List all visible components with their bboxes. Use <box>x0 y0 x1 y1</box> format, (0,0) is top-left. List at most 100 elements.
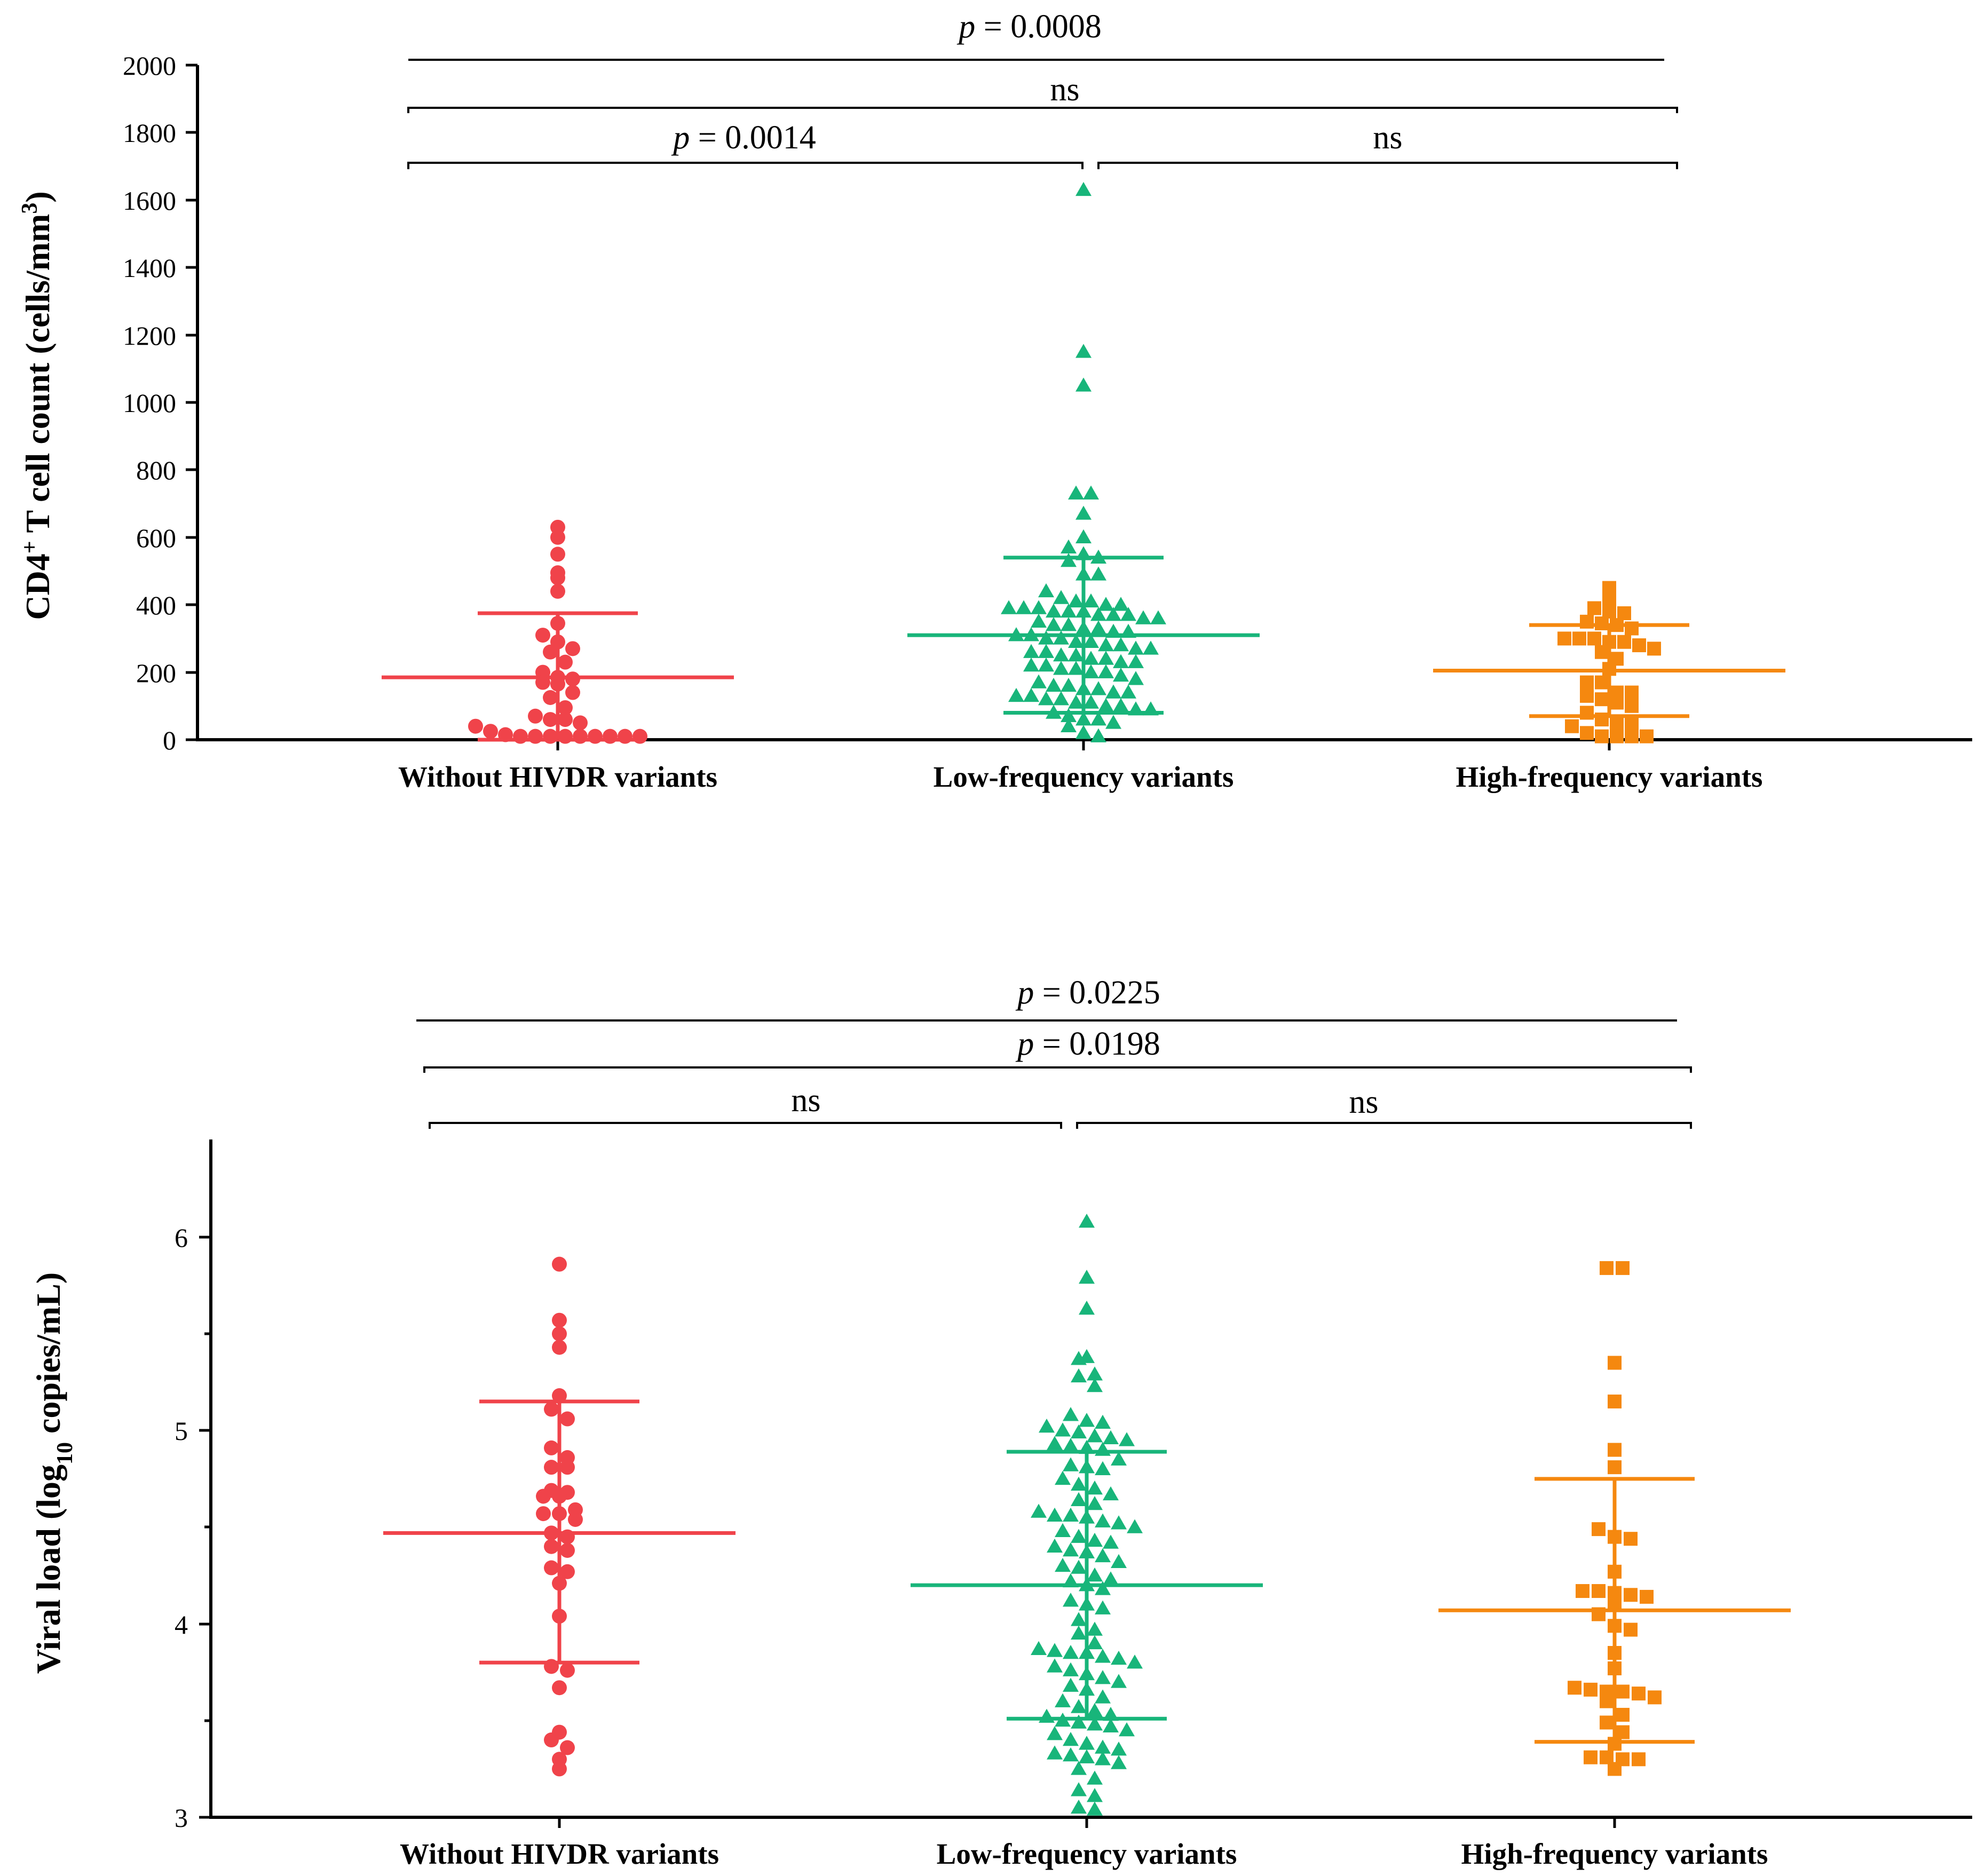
viral-load-without-hivdr-point <box>544 1440 559 1455</box>
cd4-low-frequency-point <box>1105 684 1121 699</box>
cd4-high-frequency-point <box>1580 688 1594 703</box>
viral-load-low-frequency-series <box>911 1213 1263 1816</box>
viral-load-high-frequency-point <box>1608 1394 1622 1408</box>
cd4-low-frequency-point <box>1023 687 1039 702</box>
viral-load-high-frequency-point <box>1640 1589 1654 1604</box>
cd4-bracket-label: ns <box>1050 72 1079 108</box>
viral-load-low-frequency-point <box>1071 1612 1087 1626</box>
viral-load-low-frequency-point <box>1063 1732 1079 1746</box>
cd4-bracket-label: ns <box>1373 120 1402 156</box>
cd4-low-frequency-point <box>1143 640 1159 655</box>
viral-load-high-frequency-point <box>1592 1522 1606 1537</box>
cd4-y-tick: 400 <box>136 590 197 620</box>
cd4-high-frequency-point <box>1610 695 1624 710</box>
viral-load-bracket-label: ns <box>1349 1084 1378 1120</box>
viral-load-low-frequency-point <box>1127 1519 1143 1533</box>
viral-load-low-frequency-point <box>1087 1801 1103 1816</box>
viral-load-low-frequency-point <box>1079 1301 1095 1315</box>
viral-load-x-ticks: Without HIVDR variants Low-frequency var… <box>400 1817 1768 1870</box>
cd4-y-axis-title: CD4+ T cell count (cells/mm3) <box>18 191 57 620</box>
cd4-high-frequency-point <box>1580 726 1594 740</box>
viral-load-low-frequency-point <box>1047 1726 1063 1740</box>
viral-load-without-hivdr-point <box>536 1489 551 1504</box>
cd4-x-ticks: Without HIVDR variants Low-frequency var… <box>398 740 1762 793</box>
viral-load-low-frequency-point <box>1055 1557 1071 1572</box>
cd4-high-frequency-point <box>1602 581 1616 595</box>
cd4-low-frequency-point <box>1120 607 1136 621</box>
cd4-without-hivdr-point <box>528 708 543 724</box>
cd4-without-hivdr-point <box>550 529 565 545</box>
cd4-without-hivdr-point <box>565 685 580 700</box>
viral-load-low-frequency-point <box>1063 1677 1079 1692</box>
viral-load-high-frequency-point <box>1624 1622 1638 1637</box>
cd4-low-frequency-point <box>1076 725 1092 739</box>
cd4-low-frequency-point <box>1046 617 1062 631</box>
cd4-low-frequency-point <box>1083 634 1099 648</box>
cd4-low-frequency-point <box>1038 630 1054 645</box>
cd4-high-frequency-point <box>1617 635 1631 649</box>
cd4-low-frequency-point <box>1128 640 1144 655</box>
cd4-low-frequency-point <box>1053 590 1069 604</box>
cd4-low-frequency-point <box>1061 677 1077 692</box>
cd4-high-frequency-point <box>1572 631 1586 646</box>
viral-load-low-frequency-point <box>1087 1568 1103 1582</box>
cd4-low-frequency-point <box>1031 600 1047 614</box>
cd4-high-frequency-point <box>1595 675 1609 690</box>
cd4-low-frequency-point <box>1068 634 1084 648</box>
viral-load-low-frequency-point <box>1103 1430 1119 1445</box>
viral-load-low-frequency-point <box>1103 1534 1119 1549</box>
cd4-category-label-high-frequency: High-frequency variants <box>1456 761 1763 793</box>
viral-load-low-frequency-point <box>1063 1507 1079 1522</box>
cd4-bracket-line <box>407 162 1084 169</box>
viral-load-y-tick-label: 3 <box>175 1803 188 1833</box>
viral-load-low-frequency-point <box>1095 1600 1111 1614</box>
cd4-low-frequency-point <box>1061 553 1077 567</box>
viral-load-low-frequency-point <box>1127 1655 1143 1669</box>
viral-load-low-frequency-point <box>1063 1593 1079 1607</box>
cd4-low-frequency-point <box>1076 505 1092 520</box>
cd4-low-frequency-point <box>1068 661 1084 675</box>
cd4-high-frequency-point <box>1587 631 1601 646</box>
viral-load-low-frequency-point <box>1111 1554 1127 1568</box>
viral-load-low-frequency-point <box>1111 1650 1127 1665</box>
viral-load-significance-brackets: p = 0.0225 p = 0.0198 ns ns <box>416 975 1692 1129</box>
viral-load-low-frequency-point <box>1087 1635 1103 1650</box>
viral-load-low-frequency-point <box>1087 1716 1103 1731</box>
viral-load-low-frequency-point <box>1055 1470 1071 1485</box>
cd4-bracket-label-text: ns <box>1373 120 1402 156</box>
viral-load-bracket-label-text: = 0.0225 <box>1034 975 1160 1011</box>
cd4-low-frequency-point <box>1098 651 1114 665</box>
cd4-low-frequency-point <box>1098 597 1114 611</box>
viral-load-low-frequency-point <box>1071 1699 1087 1713</box>
viral-load-high-frequency-point <box>1608 1762 1622 1776</box>
viral-load-high-frequency-point <box>1568 1681 1581 1695</box>
viral-load-high-frequency-point <box>1616 1684 1630 1699</box>
cd4-high-frequency-point <box>1647 642 1661 656</box>
viral-load-low-frequency-point <box>1087 1788 1103 1802</box>
cd4-bracket-low-vs-high: ns <box>1097 120 1678 169</box>
viral-load-low-frequency-point <box>1047 1658 1063 1673</box>
cd4-bracket-without-vs-high-ns: ns <box>407 72 1678 113</box>
viral-load-without-hivdr-point <box>560 1460 575 1475</box>
viral-load-without-hivdr-point <box>552 1761 567 1777</box>
viral-load-low-frequency-point <box>1087 1703 1103 1717</box>
viral-load-y-axis-title-end: copies/mL) <box>29 1272 67 1442</box>
viral-load-low-frequency-point <box>1103 1486 1119 1501</box>
cd4-y-tick-label: 400 <box>136 590 176 620</box>
viral-load-low-frequency-point <box>1095 1751 1111 1766</box>
viral-load-low-frequency-point <box>1103 1571 1119 1586</box>
viral-load-low-frequency-point <box>1063 1438 1079 1452</box>
cd4-without-hivdr-point <box>550 570 565 585</box>
cd4-bracket-label-italic: p <box>956 9 975 45</box>
cd4-low-frequency-point <box>1090 681 1106 695</box>
viral-load-high-frequency-point <box>1576 1584 1589 1598</box>
viral-load-low-frequency-point <box>1079 1736 1095 1750</box>
cd4-without-hivdr-point <box>468 718 483 734</box>
cd4-bracket-label: p = 0.0008 <box>956 9 1101 45</box>
viral-load-low-frequency-point <box>1079 1270 1095 1284</box>
viral-load-without-hivdr-point <box>560 1542 575 1558</box>
viral-load-low-frequency-point <box>1087 1532 1103 1547</box>
cd4-without-hivdr-point <box>558 654 573 670</box>
viral-load-low-frequency-point <box>1095 1670 1111 1684</box>
viral-load-low-frequency-point <box>1071 1476 1087 1491</box>
